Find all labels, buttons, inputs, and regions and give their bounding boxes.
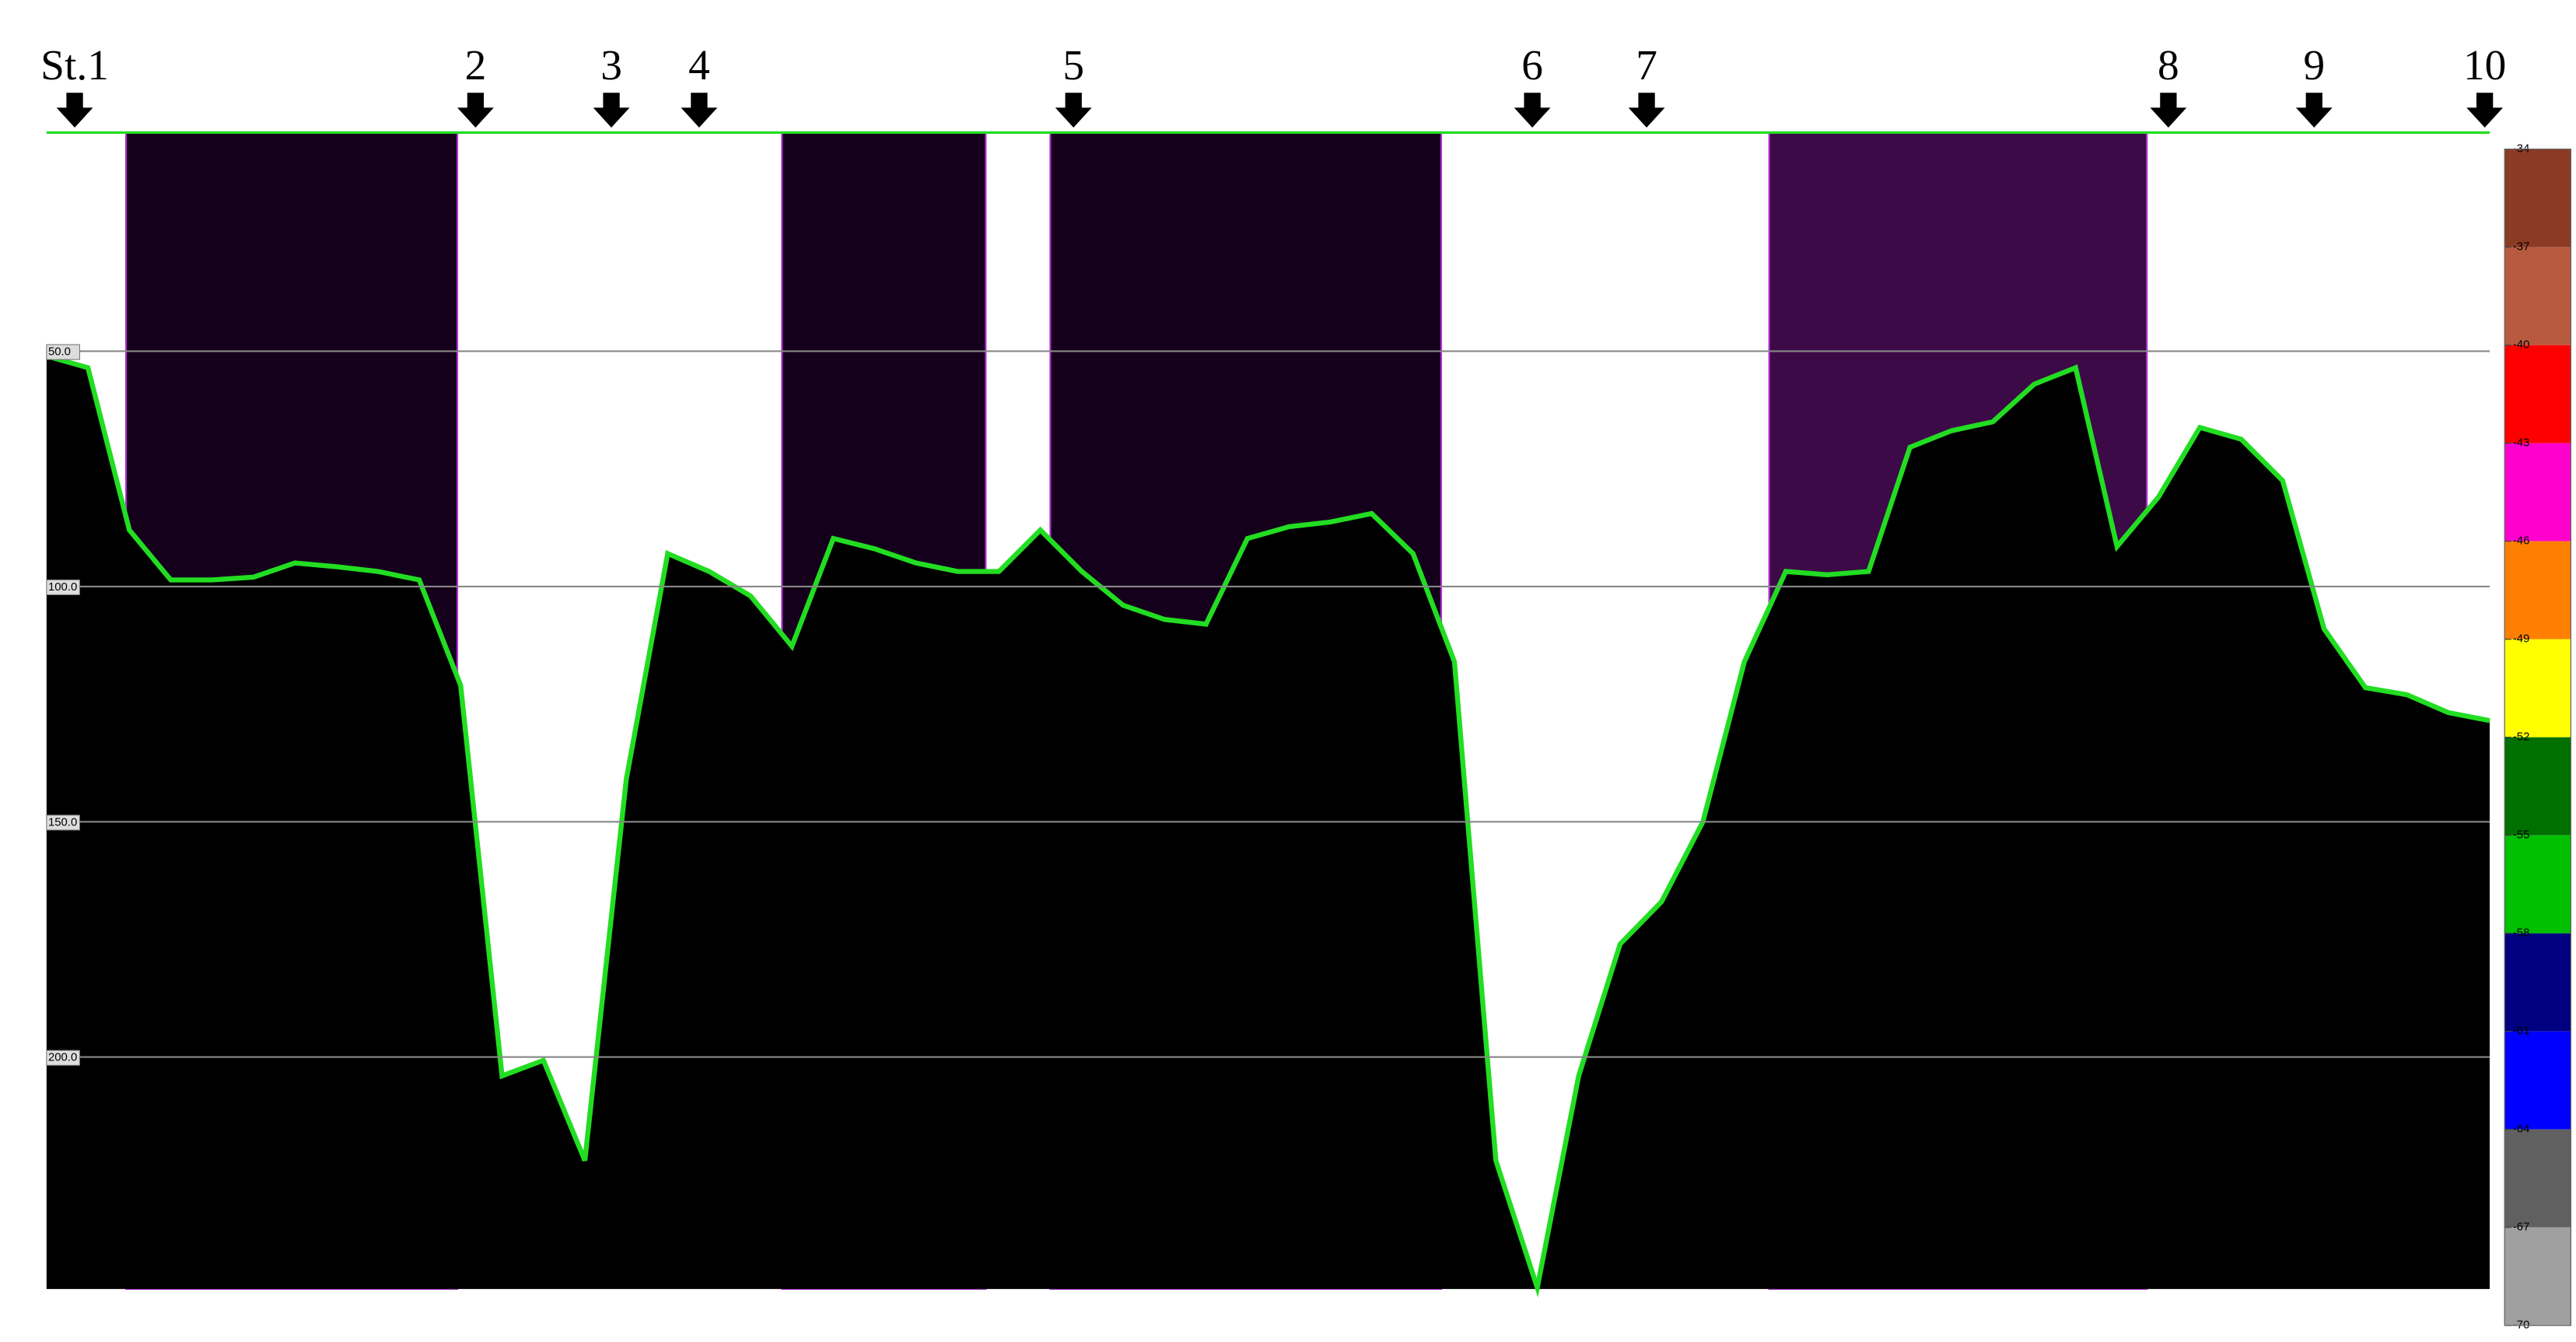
station-label: St.1 [40,41,109,89]
seabed-line [45,353,2490,1298]
station-arrow [56,93,93,128]
station-arrow [2150,93,2187,128]
station-arrow [2466,93,2504,128]
depth-label-box [46,815,80,831]
colorbar-band [2504,247,2571,345]
colorbar-band [2504,149,2571,247]
station-arrow [1628,93,1665,128]
colorbar-label: -43 [2513,437,2530,450]
colorbar-label: -64 [2513,1123,2530,1136]
colorbar-band [2504,345,2571,443]
station-label: 2 [465,41,487,89]
station-arrow [593,93,630,128]
colorbar-label: -40 [2513,339,2530,352]
colorbar-label: -61 [2513,1025,2530,1038]
station-arrow [1055,93,1092,128]
station-label: 5 [1062,41,1084,89]
station-label: 10 [2463,41,2506,89]
colorbar-label: -52 [2513,731,2530,744]
station-label: 7 [1636,41,1657,89]
station-label: 6 [1521,41,1543,89]
depth-label: 50.0 [48,345,71,358]
colorbar-band [2504,639,2571,738]
station-label: 9 [2303,41,2325,89]
colorbar-band [2504,933,2571,1032]
depth-label-box [46,579,80,596]
station-arrow [1514,93,1551,128]
station-label: 4 [688,41,710,89]
colorbar-frame [2504,149,2572,1326]
colorbar-band [2504,541,2571,639]
colorbar-label: -55 [2513,829,2530,842]
station-arrow [2295,93,2333,128]
station-label: 8 [2158,41,2179,89]
colorbar-label: -67 [2513,1221,2530,1234]
colorbar-band [2504,1227,2571,1326]
depth-label: 150.0 [48,816,77,829]
station-arrow [457,93,494,128]
depth-label-box [46,344,80,360]
colorbar-label: -49 [2513,633,2530,646]
colorbar-band [2504,737,2571,836]
colorbar-band [2504,835,2571,934]
colorbar-band [2504,443,2571,541]
colorbar-band [2504,1129,2571,1228]
station-arrow [681,93,718,128]
depth-label: 100.0 [48,581,77,594]
colorbar-label: -37 [2513,241,2530,254]
station-label: 3 [600,41,622,89]
colorbar-label: -58 [2513,927,2530,940]
depth-label: 200.0 [48,1052,77,1064]
depth-label-box [46,1049,80,1066]
colorbar-band [2504,1031,2571,1130]
colorbar-label: -46 [2513,535,2530,548]
